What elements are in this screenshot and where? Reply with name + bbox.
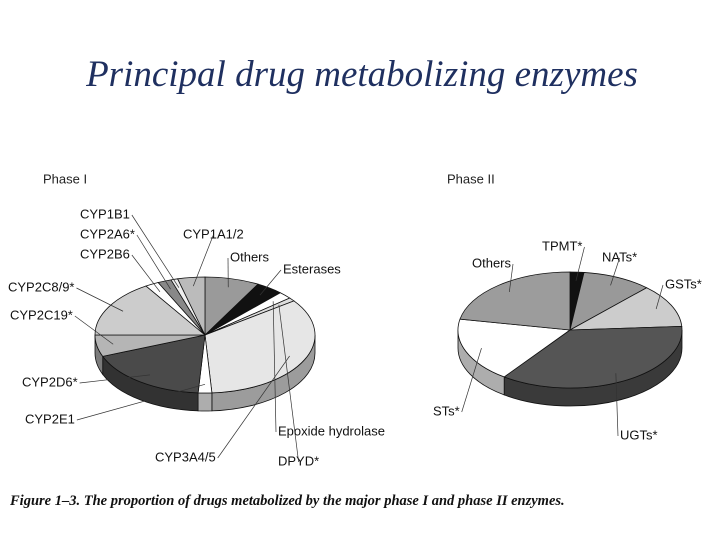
slice bbox=[204, 300, 316, 394]
slice-label: CYP2D6* bbox=[22, 374, 78, 389]
slice-label: CYP2E1 bbox=[25, 411, 75, 426]
chart-title: Phase II bbox=[447, 171, 495, 186]
leader-line bbox=[79, 374, 151, 384]
pie-tops bbox=[457, 271, 683, 389]
slice bbox=[503, 325, 683, 389]
slice-label: CYP3A4/5 bbox=[155, 449, 216, 464]
slice-label: NATs* bbox=[602, 249, 637, 264]
slice-label: CYP2A6* bbox=[80, 226, 135, 241]
slice-side bbox=[197, 392, 213, 412]
leader-line bbox=[655, 284, 664, 310]
slice-label: CYP1B1 bbox=[80, 206, 130, 221]
slide-title: Principal drug metabolizing enzymes bbox=[85, 54, 638, 95]
caption: Figure 1–3. The proportion of drugs meta… bbox=[9, 493, 565, 509]
leader-line bbox=[278, 304, 299, 463]
leader-line bbox=[192, 234, 214, 287]
slice-label: CYP2C19* bbox=[10, 307, 73, 322]
slice bbox=[102, 334, 206, 394]
slice-label: Esterases bbox=[283, 261, 341, 276]
slice-label: Others bbox=[472, 255, 512, 270]
leader-line bbox=[610, 257, 620, 286]
leader-line bbox=[217, 355, 290, 459]
slice-label: UGTs* bbox=[620, 427, 658, 442]
slice-label: STs* bbox=[433, 403, 460, 418]
leader-line bbox=[615, 373, 619, 437]
slice bbox=[459, 271, 571, 331]
slice bbox=[569, 287, 683, 331]
slice-label: Others bbox=[230, 249, 270, 264]
slice-label: CYP2B6 bbox=[80, 246, 130, 261]
leader-line bbox=[272, 301, 277, 433]
leader-line bbox=[136, 234, 171, 290]
leader-line bbox=[508, 263, 514, 293]
slice bbox=[177, 276, 206, 336]
leader-line bbox=[76, 383, 206, 421]
labels: TPMT* NATs* GSTs* UGTs* STs* Others bbox=[433, 238, 702, 442]
slice bbox=[457, 318, 572, 378]
pie-tops bbox=[94, 276, 316, 394]
leader-line bbox=[131, 214, 180, 288]
slice-label: CYP2C8/9* bbox=[8, 279, 74, 294]
slice-label: GSTs* bbox=[665, 276, 702, 291]
leader-line bbox=[76, 287, 124, 312]
leader-line bbox=[131, 254, 161, 293]
slice-label: TPMT* bbox=[542, 238, 582, 253]
slice-label: Epoxide hydrolase bbox=[278, 423, 385, 438]
slice-label: CYP1A1/2 bbox=[183, 226, 244, 241]
leader-line bbox=[461, 348, 482, 413]
chart-title: Phase I bbox=[43, 171, 87, 186]
leader-line bbox=[74, 315, 114, 345]
leader-line bbox=[575, 246, 585, 281]
leader-line bbox=[259, 269, 282, 296]
